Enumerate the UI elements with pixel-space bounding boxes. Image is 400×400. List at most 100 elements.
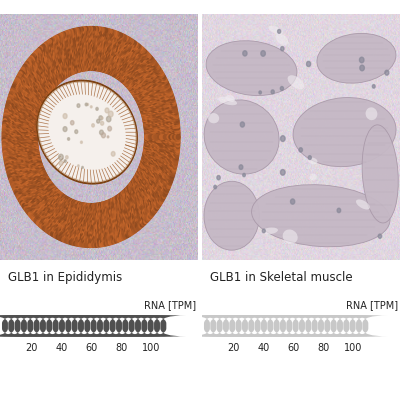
Circle shape: [68, 46, 72, 51]
Circle shape: [164, 79, 168, 83]
Circle shape: [128, 54, 132, 58]
Circle shape: [41, 168, 44, 172]
Circle shape: [120, 234, 123, 238]
Circle shape: [21, 128, 24, 132]
Circle shape: [126, 187, 129, 191]
Circle shape: [4, 147, 8, 151]
Circle shape: [48, 202, 51, 207]
Circle shape: [8, 128, 12, 133]
Circle shape: [11, 154, 15, 159]
Circle shape: [26, 191, 30, 196]
Circle shape: [81, 43, 85, 48]
Circle shape: [140, 102, 144, 107]
Circle shape: [136, 70, 140, 74]
Circle shape: [109, 41, 113, 46]
Circle shape: [19, 182, 23, 186]
Circle shape: [125, 166, 127, 168]
Circle shape: [34, 88, 38, 92]
Circle shape: [7, 106, 11, 111]
Circle shape: [138, 48, 142, 52]
Circle shape: [128, 226, 132, 231]
Circle shape: [17, 155, 20, 159]
Circle shape: [45, 209, 49, 213]
Circle shape: [20, 162, 24, 166]
Circle shape: [36, 108, 40, 112]
FancyBboxPatch shape: [33, 315, 78, 336]
Circle shape: [165, 128, 169, 133]
Circle shape: [28, 86, 32, 91]
Circle shape: [132, 201, 136, 206]
Circle shape: [139, 165, 143, 170]
Circle shape: [49, 217, 52, 222]
Circle shape: [173, 113, 176, 117]
Circle shape: [150, 123, 153, 127]
Circle shape: [6, 160, 10, 164]
Circle shape: [148, 194, 152, 199]
Circle shape: [56, 55, 60, 60]
Circle shape: [148, 126, 152, 130]
Circle shape: [42, 52, 46, 56]
Circle shape: [111, 203, 115, 208]
Circle shape: [86, 29, 90, 33]
Circle shape: [36, 52, 40, 56]
Circle shape: [100, 216, 103, 221]
Circle shape: [7, 121, 10, 126]
Circle shape: [176, 131, 180, 136]
Circle shape: [74, 204, 78, 208]
Circle shape: [30, 150, 33, 154]
Circle shape: [20, 119, 24, 123]
Circle shape: [140, 78, 144, 82]
Circle shape: [147, 109, 150, 113]
Circle shape: [87, 61, 90, 66]
Circle shape: [81, 67, 85, 71]
Circle shape: [111, 215, 115, 220]
Circle shape: [138, 216, 142, 220]
Circle shape: [15, 98, 19, 103]
Circle shape: [165, 91, 168, 95]
Circle shape: [120, 171, 122, 174]
Circle shape: [18, 183, 21, 188]
Circle shape: [124, 69, 127, 74]
Circle shape: [15, 154, 18, 158]
Circle shape: [130, 191, 134, 196]
Circle shape: [136, 86, 140, 90]
Circle shape: [12, 149, 16, 154]
Circle shape: [167, 98, 171, 102]
Circle shape: [120, 218, 124, 223]
Circle shape: [163, 138, 167, 142]
Circle shape: [154, 70, 158, 74]
Circle shape: [74, 230, 78, 234]
Circle shape: [90, 211, 94, 215]
Circle shape: [81, 180, 84, 183]
Circle shape: [137, 169, 141, 174]
Circle shape: [26, 166, 29, 170]
Circle shape: [54, 89, 56, 92]
Circle shape: [174, 110, 178, 115]
Circle shape: [32, 207, 36, 212]
Circle shape: [95, 52, 98, 57]
Circle shape: [117, 230, 120, 234]
Circle shape: [109, 226, 112, 230]
Circle shape: [74, 38, 77, 42]
Circle shape: [46, 213, 50, 217]
Circle shape: [71, 58, 75, 62]
Circle shape: [43, 176, 46, 181]
Circle shape: [153, 112, 157, 116]
Circle shape: [4, 125, 8, 129]
Circle shape: [110, 214, 113, 218]
Circle shape: [30, 98, 33, 102]
Circle shape: [156, 185, 160, 189]
Circle shape: [59, 231, 62, 236]
Circle shape: [126, 209, 130, 214]
Circle shape: [33, 148, 36, 152]
Circle shape: [32, 132, 36, 136]
Circle shape: [74, 178, 76, 181]
Circle shape: [43, 92, 47, 97]
Circle shape: [121, 210, 125, 214]
Circle shape: [130, 156, 133, 160]
Circle shape: [97, 217, 101, 222]
Circle shape: [110, 66, 114, 70]
Circle shape: [144, 174, 147, 178]
Circle shape: [158, 102, 162, 106]
Circle shape: [42, 90, 46, 94]
